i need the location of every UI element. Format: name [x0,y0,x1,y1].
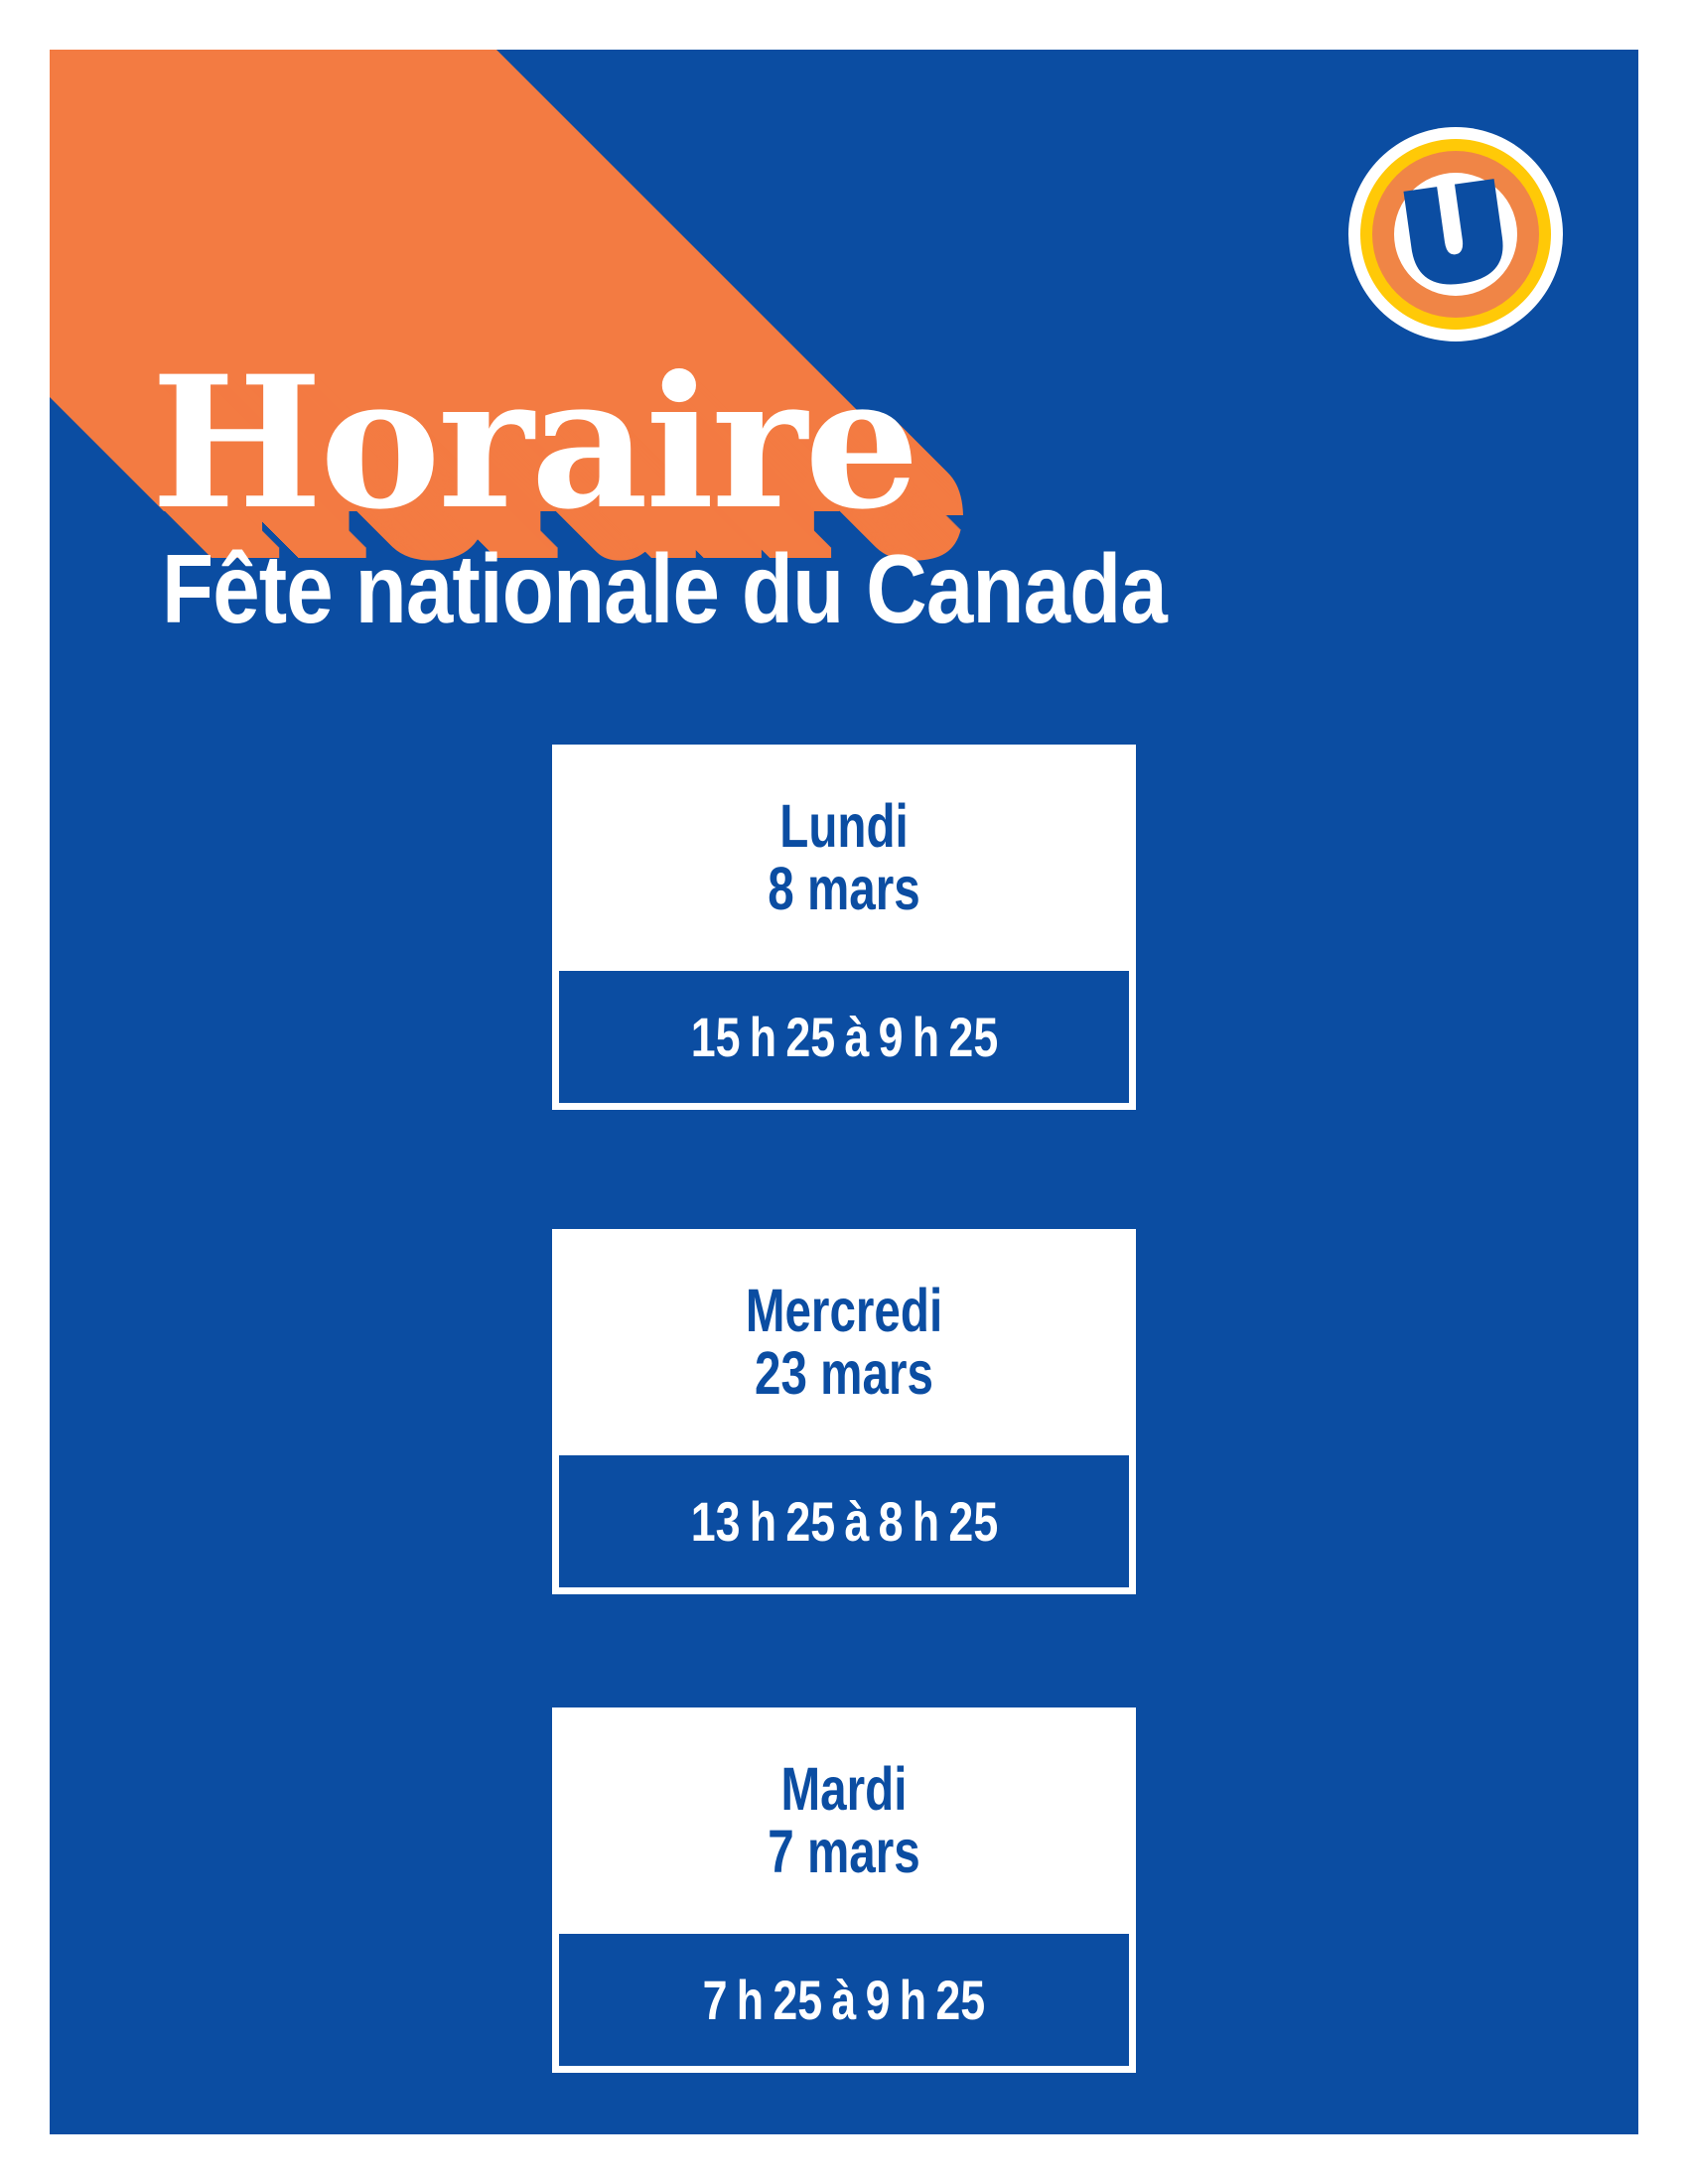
time-label: 13 h 25 à 8 h 25 [690,1489,998,1553]
poster-title: Horaire [151,337,919,550]
date-label: 23 mars [755,1339,933,1407]
date-label: 7 mars [768,1818,920,1885]
schedule-card: Lundi 8 mars 15 h 25 à 9 h 25 [552,745,1136,1110]
date-label: 8 mars [768,855,920,922]
card-day-block: Mercredi 23 mars [617,1229,1072,1455]
schedule-card: Mardi 7 mars 7 h 25 à 9 h 25 [552,1707,1136,2073]
time-label: 7 h 25 à 9 h 25 [702,1968,986,2031]
time-bar: 13 h 25 à 8 h 25 [559,1455,1129,1587]
schedule-card: Mercredi 23 mars 13 h 25 à 8 h 25 [552,1229,1136,1594]
day-label: Lundi [779,792,909,860]
card-day-block: Mardi 7 mars [617,1707,1072,1934]
day-label: Mardi [780,1755,908,1823]
time-bar: 7 h 25 à 9 h 25 [559,1934,1129,2066]
time-bar: 15 h 25 à 9 h 25 [559,971,1129,1103]
card-day-block: Lundi 8 mars [617,745,1072,971]
time-label: 15 h 25 à 9 h 25 [690,1005,998,1068]
poster-subtitle: Fête nationale du Canada [162,534,1168,643]
day-label: Mercredi [745,1277,943,1344]
